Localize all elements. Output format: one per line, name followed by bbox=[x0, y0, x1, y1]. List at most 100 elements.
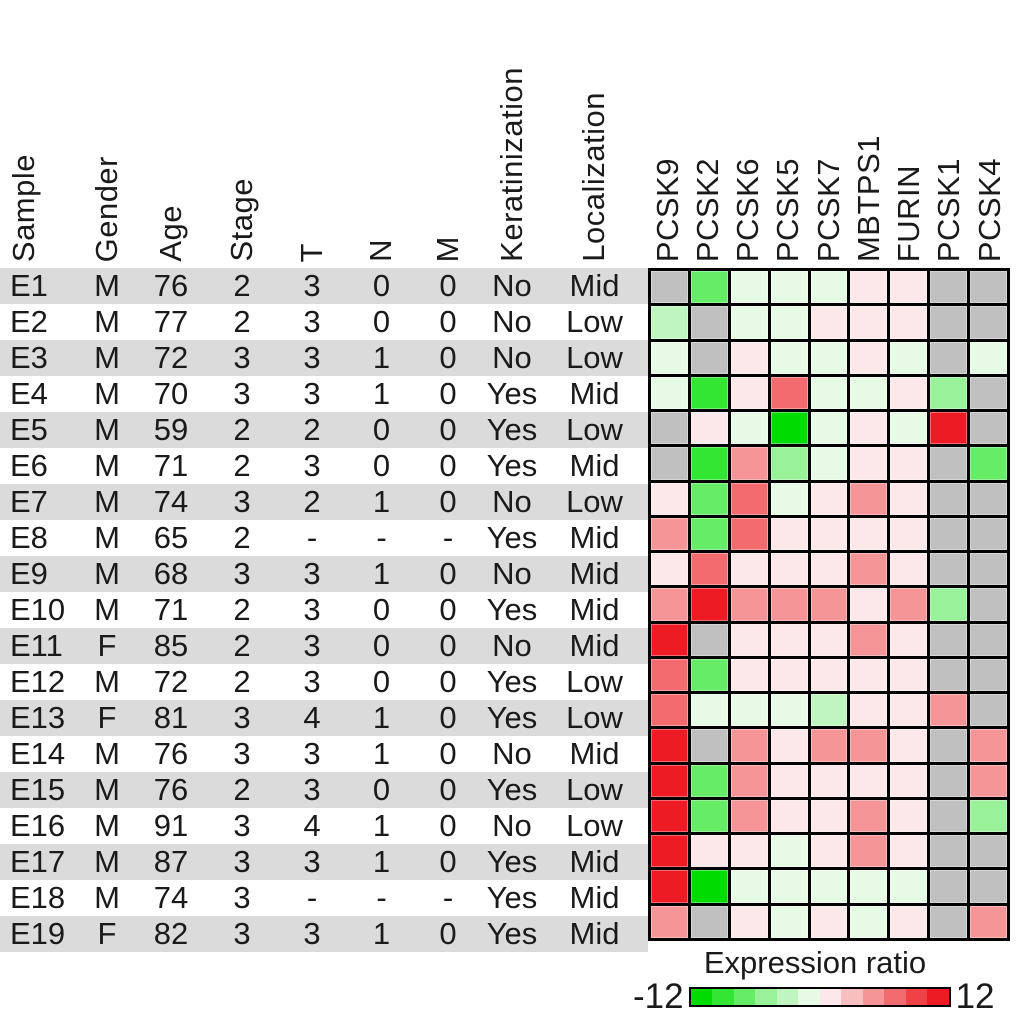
heatmap-cell bbox=[890, 517, 928, 551]
table-cell: M bbox=[94, 880, 120, 915]
table-cell: 3 bbox=[303, 664, 321, 699]
table-row-e10: E10 M 71 2 3 0 0 Yes Mid bbox=[0, 592, 648, 628]
table-cell: M bbox=[94, 376, 120, 411]
heatmap-cell bbox=[730, 553, 768, 586]
heatmap-cell bbox=[890, 306, 928, 339]
heatmap-cell bbox=[850, 799, 888, 833]
gene-header-mbtps1: MBTPS1 bbox=[849, 0, 889, 268]
gene-header-pcsk1: PCSK1 bbox=[930, 0, 970, 268]
legend-segment bbox=[841, 989, 863, 1005]
heatmap-cell bbox=[730, 341, 768, 374]
table-cell: Low bbox=[566, 808, 623, 843]
heatmap-cell bbox=[810, 306, 848, 339]
table-cell: Yes bbox=[486, 592, 538, 627]
table-cell: 85 bbox=[153, 628, 189, 663]
table-cell: 2 bbox=[233, 412, 251, 447]
table-cell: Mid bbox=[569, 916, 620, 951]
heatmap-cell bbox=[690, 306, 728, 339]
table-cell: 3 bbox=[233, 700, 251, 735]
heatmap-cell bbox=[730, 376, 768, 410]
heatmap-cell bbox=[890, 799, 928, 833]
heatmap-cell bbox=[690, 341, 728, 374]
heatmap-cell bbox=[850, 517, 888, 551]
table-cell: 3 bbox=[303, 268, 321, 303]
table-cell: No bbox=[492, 484, 532, 519]
table-cell: M bbox=[94, 664, 120, 699]
heatmap-cell bbox=[770, 553, 808, 586]
table-cell: 3 bbox=[303, 736, 321, 771]
heatmap-cell bbox=[690, 905, 728, 938]
column-header-label: Sample bbox=[6, 153, 41, 262]
table-cell: No bbox=[492, 556, 532, 591]
heatmap-cell bbox=[770, 799, 808, 833]
heatmap-cell bbox=[970, 694, 1007, 727]
gene-header-label: PCSK1 bbox=[931, 157, 967, 262]
heatmap-cell bbox=[651, 447, 688, 480]
table-cell: 3 bbox=[233, 556, 251, 591]
heatmap-cell bbox=[651, 306, 688, 339]
heatmap-cell bbox=[690, 694, 728, 727]
table-cell: M bbox=[94, 556, 120, 591]
table-cell: 76 bbox=[153, 268, 189, 303]
heatmap-cell bbox=[890, 658, 928, 692]
table-cell: E7 bbox=[10, 484, 48, 519]
table-cell: 0 bbox=[372, 412, 391, 447]
table-cell: No bbox=[492, 736, 532, 771]
table-cell: 3 bbox=[303, 304, 321, 339]
legend-segment bbox=[862, 989, 885, 1005]
heatmap-cell bbox=[770, 412, 808, 445]
heatmap-cell bbox=[651, 835, 688, 868]
heatmap-cell bbox=[810, 729, 848, 762]
table-cell: E19 bbox=[10, 916, 66, 951]
table-cell: 0 bbox=[439, 916, 457, 951]
table-cell: 71 bbox=[153, 592, 189, 627]
table-cell: F bbox=[97, 628, 117, 663]
column-header-t: T bbox=[274, 0, 350, 268]
table-cell: 0 bbox=[439, 412, 457, 447]
table-cell: 2 bbox=[233, 268, 251, 303]
heatmap-cell bbox=[970, 553, 1007, 586]
heatmap-cell bbox=[890, 482, 928, 515]
heatmap-cell bbox=[850, 412, 888, 445]
table-cell: Yes bbox=[486, 412, 538, 447]
table-row-e17: E17 M 87 3 3 1 0 Yes Mid bbox=[0, 844, 648, 880]
table-cell: 65 bbox=[153, 520, 189, 555]
heatmap-cell bbox=[690, 376, 728, 410]
table-cell: 3 bbox=[303, 592, 321, 627]
column-header-label: T bbox=[293, 242, 329, 262]
table-cell: Low bbox=[566, 412, 623, 447]
heatmap-cell bbox=[730, 905, 768, 938]
heatmap-cell bbox=[730, 271, 768, 304]
table-row-e19: E19 F 82 3 3 1 0 Yes Mid bbox=[0, 916, 648, 952]
heatmap-cell bbox=[770, 658, 808, 692]
heatmap-cell bbox=[730, 694, 768, 727]
heatmap-cell bbox=[930, 729, 968, 762]
heatmap-cell bbox=[930, 376, 968, 410]
table-row-e15: E15 M 76 2 3 0 0 Yes Low bbox=[0, 772, 648, 808]
table-cell: M bbox=[94, 340, 120, 375]
table-cell: 0 bbox=[439, 664, 457, 699]
heatmap-cell bbox=[850, 623, 888, 656]
legend-segment bbox=[819, 989, 842, 1005]
table-cell: 0 bbox=[372, 664, 391, 699]
table-cell: 2 bbox=[233, 520, 251, 555]
table-cell: 2 bbox=[233, 592, 251, 627]
table-row-e7: E7 M 74 3 2 1 0 No Low bbox=[0, 484, 648, 520]
table-cell: E17 bbox=[10, 844, 66, 879]
table-cell: M bbox=[94, 808, 120, 843]
heatmap-cell bbox=[930, 588, 968, 621]
table-cell: 74 bbox=[153, 484, 189, 519]
table-cell: 2 bbox=[233, 664, 251, 699]
heatmap-cell bbox=[850, 694, 888, 727]
table-cell: Mid bbox=[569, 268, 620, 303]
table-cell: E13 bbox=[10, 700, 66, 735]
heatmap-cell bbox=[810, 482, 848, 515]
table-cell: - bbox=[306, 880, 318, 915]
heatmap-cell bbox=[970, 376, 1007, 410]
table-cell: M bbox=[94, 304, 120, 339]
legend: Expression ratio -12 12 bbox=[0, 941, 1036, 1025]
table-cell: Yes bbox=[486, 772, 538, 807]
table-cell: 1 bbox=[372, 340, 391, 375]
table-cell: 3 bbox=[233, 844, 251, 879]
heatmap-cell bbox=[770, 306, 808, 339]
